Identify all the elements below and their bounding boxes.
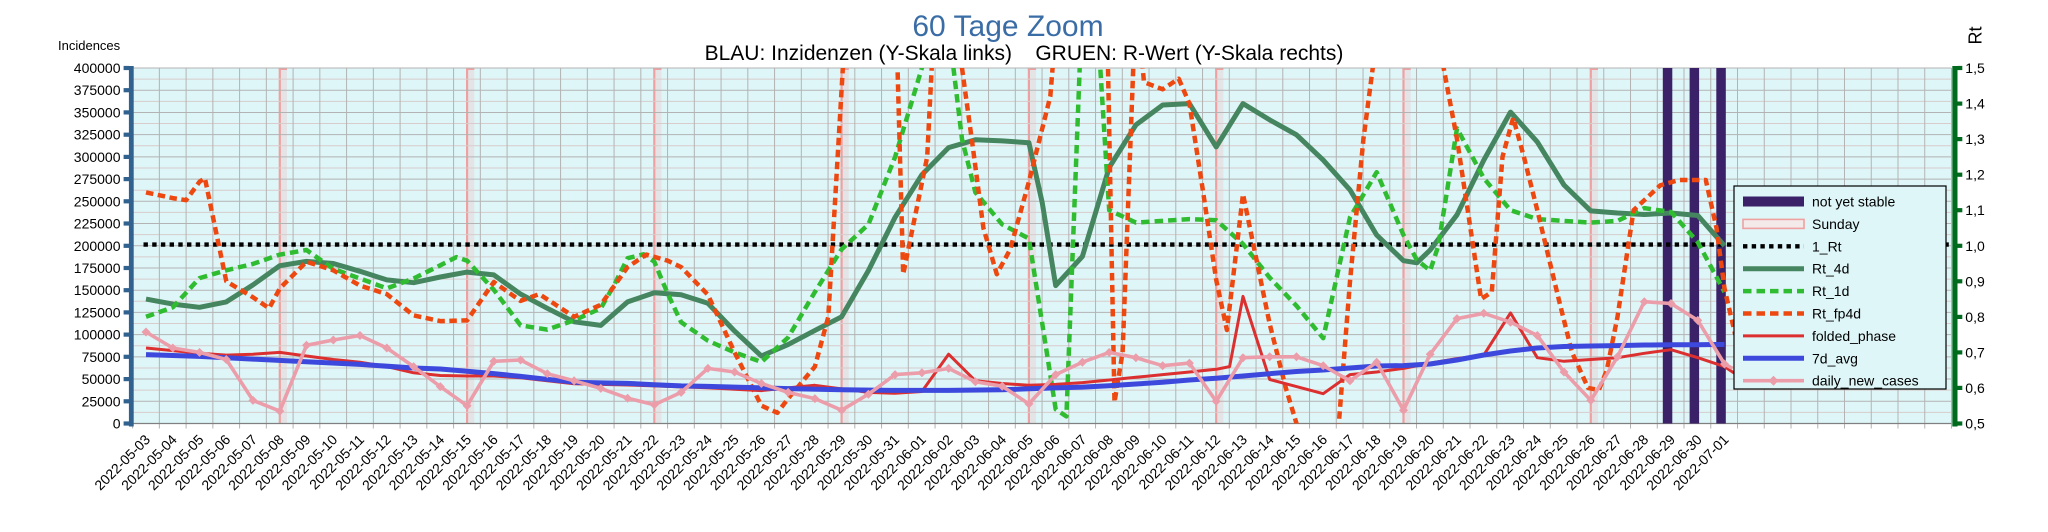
svg-text:7d_avg: 7d_avg [1812,350,1858,366]
svg-text:325000: 325000 [74,127,121,143]
svg-text:0,8: 0,8 [1965,309,1985,325]
svg-text:Rt: Rt [1966,27,1986,45]
svg-text:folded_phase: folded_phase [1812,328,1896,344]
svg-text:50000: 50000 [82,371,121,387]
svg-text:Rt_4d: Rt_4d [1812,261,1849,277]
svg-text:175000: 175000 [74,260,121,276]
svg-text:0,5: 0,5 [1965,416,1985,432]
svg-text:not yet stable: not yet stable [1812,194,1895,210]
svg-text:200000: 200000 [74,238,121,254]
svg-text:300000: 300000 [74,149,121,165]
svg-text:225000: 225000 [74,216,121,232]
svg-text:1,1: 1,1 [1965,202,1985,218]
svg-text:1,4: 1,4 [1965,96,1985,112]
svg-text:1_Rt: 1_Rt [1812,238,1842,254]
svg-text:25000: 25000 [82,393,121,409]
svg-text:Incidences: Incidences [58,38,121,53]
svg-text:BLAU: Inzidenzen (Y-Skala link: BLAU: Inzidenzen (Y-Skala links) GRUEN: … [705,42,1344,65]
svg-text:1,5: 1,5 [1965,60,1985,76]
svg-text:Sunday: Sunday [1812,216,1859,232]
svg-text:0,6: 0,6 [1965,380,1985,396]
svg-text:100000: 100000 [74,327,121,343]
svg-text:60 Tage Zoom: 60 Tage Zoom [912,10,1103,43]
svg-text:0,9: 0,9 [1965,273,1985,289]
svg-text:150000: 150000 [74,282,121,298]
svg-text:1,0: 1,0 [1965,238,1985,254]
svg-text:0: 0 [113,416,121,432]
svg-text:400000: 400000 [74,60,121,76]
svg-text:250000: 250000 [74,193,121,209]
svg-text:1,3: 1,3 [1965,131,1985,147]
svg-text:1,2: 1,2 [1965,167,1985,183]
svg-text:275000: 275000 [74,171,121,187]
svg-text:daily_new_cases: daily_new_cases [1812,373,1919,389]
svg-text:375000: 375000 [74,82,121,98]
svg-text:75000: 75000 [82,349,121,365]
svg-text:Rt_fp4d: Rt_fp4d [1812,306,1861,322]
svg-text:0,7: 0,7 [1965,344,1985,360]
svg-text:Rt_1d: Rt_1d [1812,283,1849,299]
svg-text:125000: 125000 [74,304,121,320]
svg-text:350000: 350000 [74,104,121,120]
